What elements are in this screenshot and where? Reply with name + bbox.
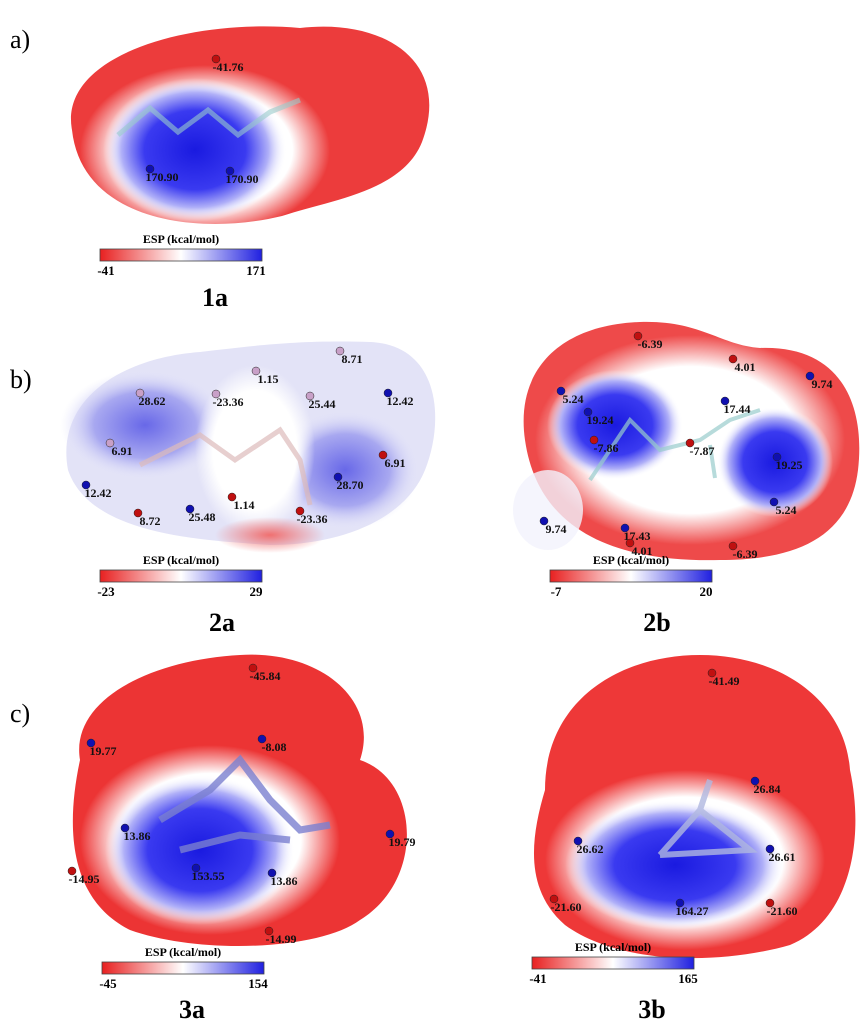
extremum-label: 19.25 bbox=[776, 458, 803, 472]
extremum-label: 17.44 bbox=[724, 402, 751, 416]
esp-surface bbox=[71, 26, 429, 235]
extremum-label: 4.01 bbox=[632, 544, 653, 558]
extremum-label: 9.74 bbox=[546, 522, 567, 536]
extremum-label: 1.14 bbox=[234, 498, 255, 512]
extremum-label: 170.90 bbox=[226, 172, 259, 186]
extremum-label: 6.91 bbox=[112, 444, 133, 458]
extremum-label: 13.86 bbox=[124, 829, 151, 843]
colorbar bbox=[102, 962, 264, 974]
map-name: 1a bbox=[202, 283, 228, 312]
figure: a) b) c) ESP (kcal/mol)- bbox=[0, 0, 868, 1024]
colorbar bbox=[532, 957, 694, 969]
colorbar-title: ESP (kcal/mol) bbox=[143, 232, 219, 246]
extremum-label: -21.60 bbox=[767, 904, 798, 918]
extremum-label: 9.74 bbox=[812, 377, 833, 391]
extremum-label: -14.99 bbox=[266, 932, 297, 946]
row-label: b) bbox=[10, 365, 32, 394]
extremum-label: -6.39 bbox=[638, 337, 663, 351]
extremum-label: 12.42 bbox=[387, 394, 414, 408]
row-label: a) bbox=[10, 25, 30, 54]
extremum-label: 19.24 bbox=[587, 413, 614, 427]
map-name: 2a bbox=[209, 608, 235, 637]
extremum-label: 6.91 bbox=[385, 456, 406, 470]
extremum-label: -14.95 bbox=[69, 872, 100, 886]
extremum-label: 19.79 bbox=[389, 835, 416, 849]
colorbar-title: ESP (kcal/mol) bbox=[145, 945, 221, 959]
colorbar-min: -23 bbox=[97, 584, 115, 599]
colorbar-max: 20 bbox=[700, 584, 713, 599]
row-label: c) bbox=[10, 699, 30, 728]
colorbar-title: ESP (kcal/mol) bbox=[575, 940, 651, 954]
extremum-label: 8.72 bbox=[140, 514, 161, 528]
extremum-label: 153.55 bbox=[192, 869, 225, 883]
extremum-label: 8.71 bbox=[342, 352, 363, 366]
colorbar-title: ESP (kcal/mol) bbox=[143, 553, 219, 567]
extremum-label: -7.86 bbox=[594, 441, 619, 455]
colorbar-max: 165 bbox=[678, 971, 698, 986]
esp-surface bbox=[73, 655, 407, 946]
colorbar bbox=[100, 249, 262, 261]
extremum-label: -41.76 bbox=[213, 60, 244, 74]
map-name: 3a bbox=[179, 995, 205, 1024]
extremum-label: -23.36 bbox=[213, 395, 244, 409]
colorbar-min: -41 bbox=[97, 263, 114, 278]
extremum-label: 26.61 bbox=[769, 850, 796, 864]
extremum-label: 5.24 bbox=[563, 392, 584, 406]
colorbar-max: 171 bbox=[246, 263, 266, 278]
extremum-label: -8.08 bbox=[262, 740, 287, 754]
extremum-label: -7.87 bbox=[690, 444, 715, 458]
extremum-label: 19.77 bbox=[90, 744, 117, 758]
extremum-label: 13.86 bbox=[271, 874, 298, 888]
extremum-label: 28.70 bbox=[337, 478, 364, 492]
extremum-label: -21.60 bbox=[551, 900, 582, 914]
colorbar-max: 154 bbox=[248, 976, 268, 991]
colorbar-min: -41 bbox=[529, 971, 546, 986]
extremum-label: 5.24 bbox=[776, 503, 797, 517]
extremum-label: 25.48 bbox=[189, 510, 216, 524]
extremum-label: -23.36 bbox=[297, 512, 328, 526]
extremum-label: 1.15 bbox=[258, 372, 279, 386]
extremum-label: -6.39 bbox=[733, 547, 758, 561]
map-name: 2b bbox=[643, 608, 670, 637]
extremum-label: 28.62 bbox=[139, 394, 166, 408]
map-name: 3b bbox=[638, 995, 665, 1024]
colorbar bbox=[100, 570, 262, 582]
colorbar bbox=[550, 570, 712, 582]
extremum-label: 25.44 bbox=[309, 397, 336, 411]
extremum-label: 170.90 bbox=[146, 170, 179, 184]
extremum-label: 4.01 bbox=[735, 360, 756, 374]
extremum-label: 26.84 bbox=[754, 782, 781, 796]
colorbar-max: 29 bbox=[250, 584, 264, 599]
extremum-label: 12.42 bbox=[85, 486, 112, 500]
colorbar-min: -7 bbox=[551, 584, 562, 599]
colorbar-min: -45 bbox=[99, 976, 117, 991]
extremum-label: -41.49 bbox=[709, 674, 740, 688]
extremum-label: -45.84 bbox=[250, 669, 281, 683]
extremum-label: 26.62 bbox=[577, 842, 604, 856]
extremum-label: 164.27 bbox=[676, 904, 709, 918]
